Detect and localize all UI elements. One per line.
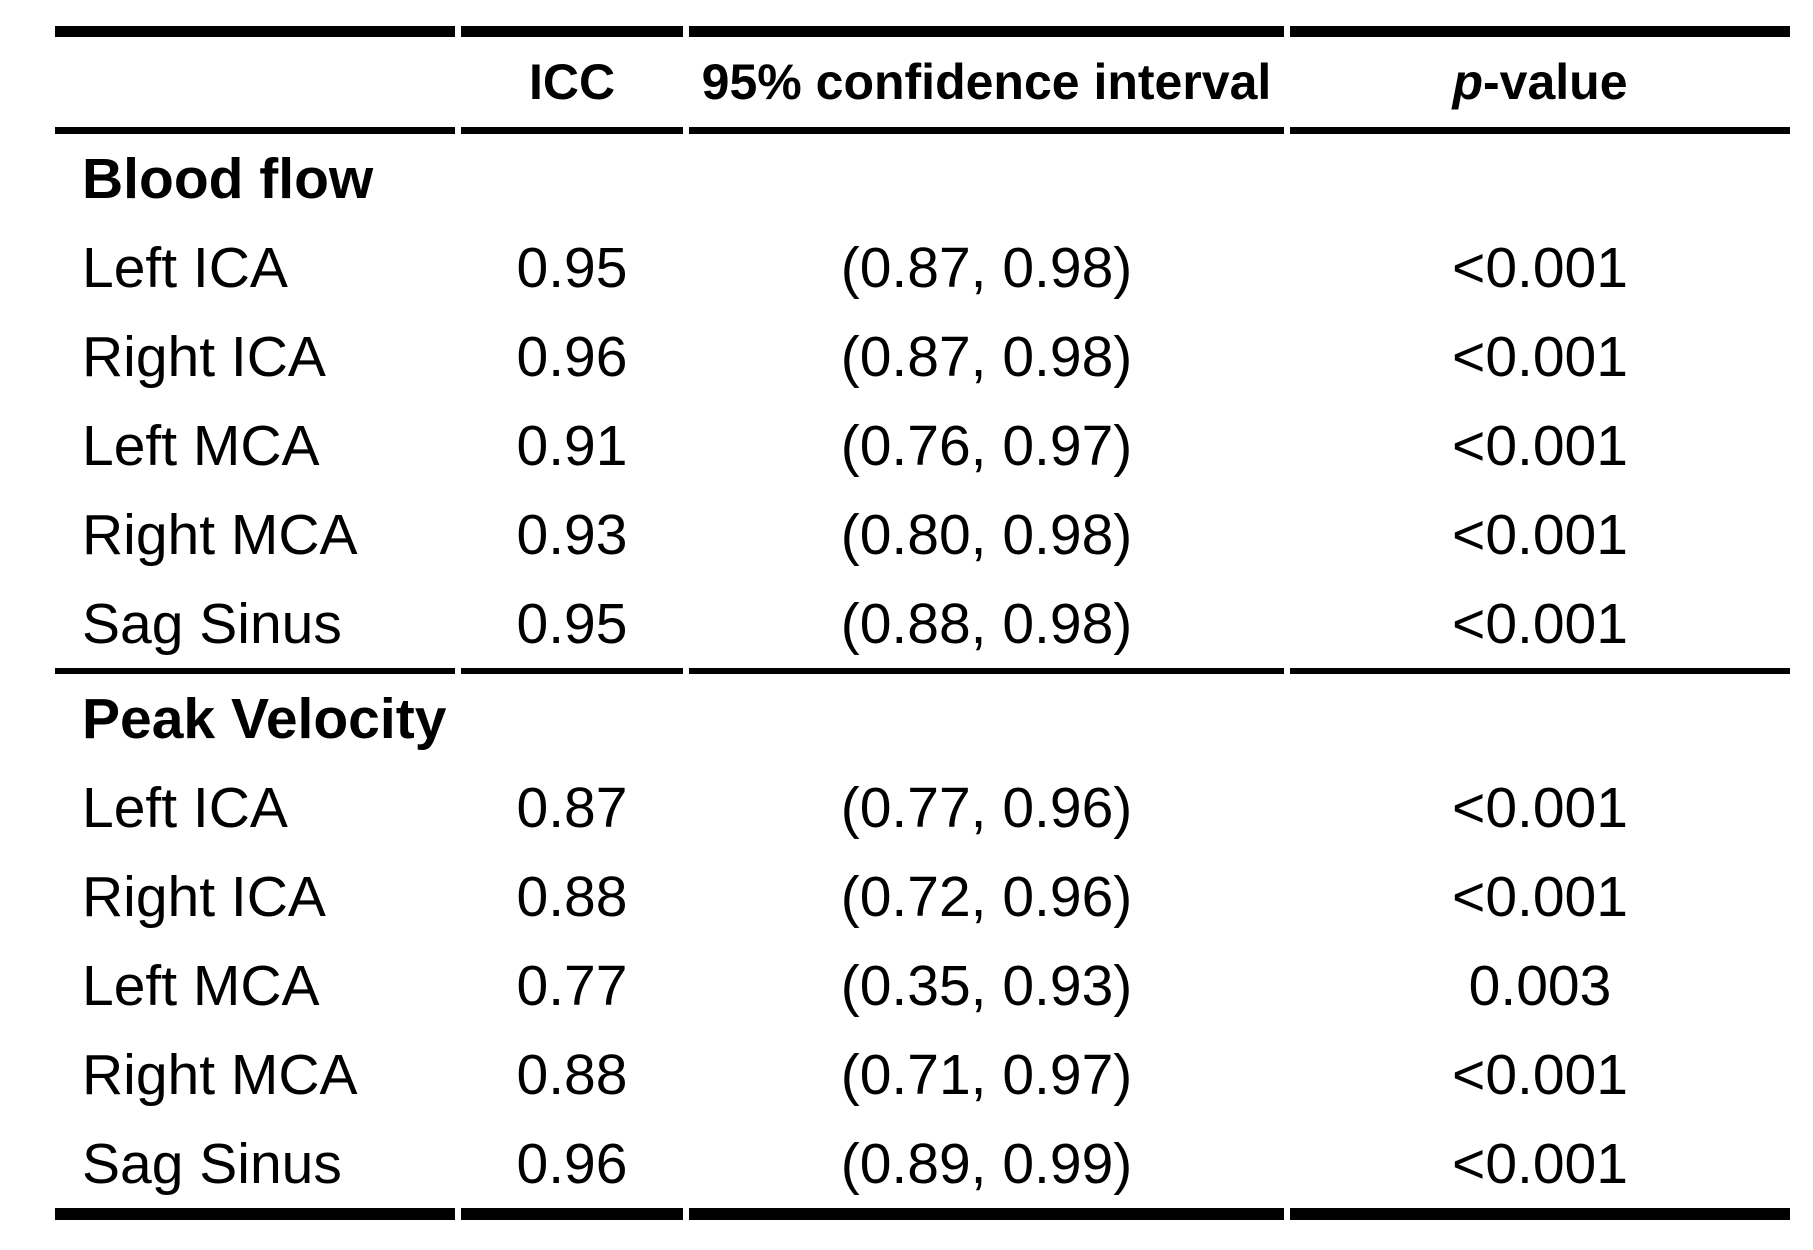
section-header-peak-velocity: Peak Velocity [55, 668, 1790, 763]
icc-value: 0.96 [461, 1119, 683, 1220]
ci-value: (0.80, 0.98) [840, 502, 1133, 567]
table-row: Right ICA 0.88 (0.72, 0.96) <0.001 [55, 852, 1790, 941]
row-label: Right ICA [82, 864, 326, 929]
icc-value: 0.87 [516, 775, 628, 840]
ci-value: (0.35, 0.93) [840, 953, 1133, 1018]
table-row: Left ICA 0.87 (0.77, 0.96) <0.001 [55, 763, 1790, 852]
empty-cell [689, 668, 1284, 763]
row-label: Sag Sinus [82, 591, 342, 656]
p-value: <0.001 [1452, 864, 1628, 929]
header-confidence-interval: 95% confidence interval [689, 26, 1284, 134]
p-value: <0.001 [1452, 413, 1628, 478]
table-row: Right MCA 0.93 (0.80, 0.98) <0.001 [55, 490, 1790, 579]
ci-value: (0.89, 0.99) [689, 1119, 1284, 1220]
table-row: Left MCA 0.91 (0.76, 0.97) <0.001 [55, 401, 1790, 490]
table-row: Sag Sinus 0.96 (0.89, 0.99) <0.001 [55, 1119, 1790, 1220]
p-value: <0.001 [1452, 591, 1628, 656]
icc-value: 0.91 [516, 413, 628, 478]
table-row: Left ICA 0.95 (0.87, 0.98) <0.001 [55, 223, 1790, 312]
ci-value: (0.87, 0.98) [840, 235, 1133, 300]
ci-value: (0.71, 0.97) [840, 1042, 1133, 1107]
p-value: 0.003 [1468, 953, 1612, 1018]
section-header-blood-flow: Blood flow [55, 134, 1790, 223]
row-label: Left MCA [82, 413, 320, 478]
row-label: Right MCA [82, 1042, 358, 1107]
section-title: Peak Velocity [55, 668, 455, 763]
section-title: Blood flow [82, 146, 374, 211]
icc-value: 0.88 [516, 864, 628, 929]
icc-reliability-table: ICC 95% confidence interval p-value Bloo… [49, 26, 1796, 1220]
ci-value: (0.72, 0.96) [840, 864, 1133, 929]
icc-value: 0.95 [516, 235, 628, 300]
p-value: <0.001 [1452, 235, 1628, 300]
empty-cell [689, 134, 1284, 223]
ci-value: (0.88, 0.98) [840, 591, 1133, 656]
p-value: <0.001 [1452, 324, 1628, 389]
p-value: <0.001 [1452, 502, 1628, 567]
row-label: Left ICA [82, 235, 288, 300]
row-label: Right MCA [82, 502, 358, 567]
p-value-rest: -value [1483, 54, 1628, 110]
ci-value: (0.76, 0.97) [840, 413, 1133, 478]
header-empty-cell [55, 26, 455, 134]
table-row: Sag Sinus 0.95 (0.88, 0.98) <0.001 [55, 579, 1790, 668]
icc-value: 0.96 [516, 324, 628, 389]
row-label: Left MCA [82, 953, 320, 1018]
icc-value: 0.93 [516, 502, 628, 567]
header-p-value: p-value [1290, 26, 1790, 134]
p-value: <0.001 [1290, 1119, 1790, 1220]
empty-cell [1290, 134, 1790, 223]
icc-value: 0.95 [516, 591, 628, 656]
table-header-row: ICC 95% confidence interval p-value [55, 26, 1790, 134]
p-value: <0.001 [1452, 1042, 1628, 1107]
ci-value: (0.87, 0.98) [840, 324, 1133, 389]
row-label: Right ICA [82, 324, 326, 389]
icc-value: 0.77 [516, 953, 628, 1018]
table-row: Right ICA 0.96 (0.87, 0.98) <0.001 [55, 312, 1790, 401]
header-icc: ICC [461, 26, 683, 134]
table-row: Left MCA 0.77 (0.35, 0.93) 0.003 [55, 941, 1790, 1030]
icc-value: 0.88 [516, 1042, 628, 1107]
row-label: Sag Sinus [55, 1119, 455, 1220]
empty-cell [461, 668, 683, 763]
ci-value: (0.77, 0.96) [840, 775, 1133, 840]
empty-cell [461, 134, 683, 223]
p-value-italic-p: p [1452, 54, 1484, 110]
row-label: Left ICA [82, 775, 288, 840]
p-value: <0.001 [1452, 775, 1628, 840]
empty-cell [1290, 668, 1790, 763]
table-row: Right MCA 0.88 (0.71, 0.97) <0.001 [55, 1030, 1790, 1119]
